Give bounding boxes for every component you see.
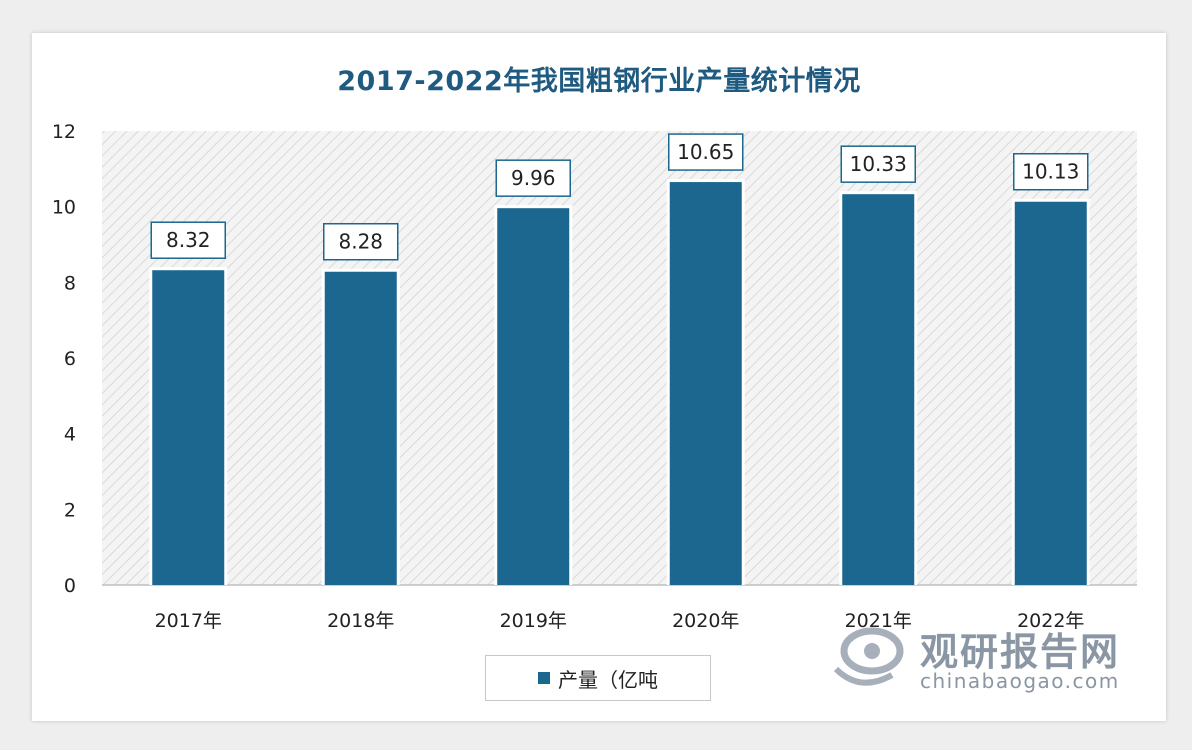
bar	[324, 271, 397, 585]
data-label: 9.96	[511, 166, 556, 190]
data-label-box	[323, 222, 399, 261]
data-label: 8.28	[338, 230, 383, 254]
y-tick-label: 2	[64, 499, 76, 521]
data-label: 8.32	[166, 228, 211, 252]
data-label-box	[840, 145, 916, 183]
y-tick-label: 10	[52, 197, 76, 219]
watermark-logo-icon	[833, 627, 904, 686]
y-tick-label: 6	[64, 348, 76, 370]
x-tick-label: 2019年	[500, 610, 567, 632]
x-tick-label: 2022年	[1017, 610, 1084, 632]
legend-label: 产量（亿吨	[558, 667, 658, 692]
bar	[497, 208, 570, 585]
data-label: 10.33	[850, 152, 907, 176]
data-label-box	[668, 133, 744, 171]
data-label-box	[495, 159, 571, 197]
bar	[152, 270, 225, 585]
bar	[669, 182, 742, 585]
y-tick-label: 0	[64, 575, 76, 597]
bar	[1014, 201, 1087, 585]
chart-title: 2017-2022年我国粗钢行业产量统计情况	[337, 66, 861, 97]
bar-chart: 0 2 4 6 8 10 12 8.32 2017年 8.28 2018年 9.96 2019年 10.6…	[52, 121, 1137, 632]
y-tick-label: 12	[52, 121, 76, 143]
data-label: 10.13	[1022, 160, 1079, 184]
x-tick-label: 2020年	[672, 610, 739, 632]
legend: 产量（亿吨	[485, 655, 711, 701]
data-label-box	[1013, 152, 1089, 191]
plot-area	[102, 131, 1137, 585]
data-label: 10.65	[677, 140, 734, 164]
x-tick-label: 2018年	[327, 610, 394, 632]
y-tick-label: 8	[64, 272, 76, 294]
watermark-url: chinabaogao.com	[920, 669, 1120, 693]
chart-card: 2017-2022年我国粗钢行业产量统计情况 0 2 4 6 8 10 12 8.32 2017…	[32, 33, 1166, 721]
data-label-box	[150, 221, 226, 259]
bar	[842, 194, 915, 585]
watermark: 观研报告网 chinabaogao.com	[822, 621, 1152, 693]
x-tick-label: 2021年	[845, 610, 912, 632]
watermark-name: 观研报告网	[920, 630, 1121, 674]
x-tick-label: 2017年	[155, 610, 222, 632]
legend-swatch	[538, 672, 550, 684]
y-tick-label: 4	[64, 424, 76, 446]
